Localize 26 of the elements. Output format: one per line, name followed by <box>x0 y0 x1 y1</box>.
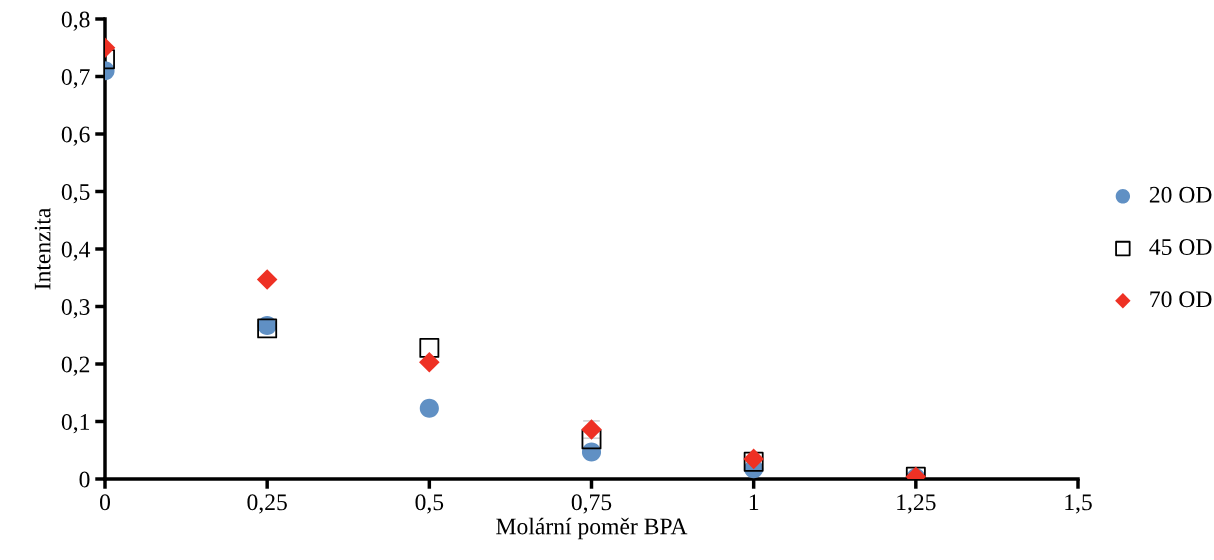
y-tick-label: 0,2 <box>61 356 90 376</box>
y-tick-label: 0,5 <box>61 183 90 204</box>
y-tick-label: 0,1 <box>61 413 89 434</box>
point <box>581 429 602 450</box>
point <box>256 269 278 290</box>
x-tick-label: 1,5 <box>1065 494 1092 514</box>
x-tick-label: 0 <box>100 494 110 511</box>
y-tick-label: 0,3 <box>61 298 90 319</box>
point <box>419 351 440 373</box>
x-tick-label: 1 <box>749 494 759 510</box>
y-tick-label: 0,7 <box>61 68 90 89</box>
legend-label: 20 OD <box>1149 186 1212 203</box>
y-tick-label: 0,4 <box>61 241 91 261</box>
y-axis-title: Intenzita <box>34 208 51 290</box>
y-tick-label: 0,8 <box>61 11 90 31</box>
point <box>419 337 440 358</box>
y-tick-label: 0 <box>79 471 90 488</box>
x-tick-label: 0,25 <box>247 494 287 514</box>
x-tick-label: 0,5 <box>415 494 444 514</box>
x-axis-title: Molární poměr BPA <box>496 517 688 540</box>
x-tick-label: 0,75 <box>571 494 612 514</box>
legend-label: 45 OD <box>1149 239 1212 255</box>
y-tick-label: 0,6 <box>61 126 90 146</box>
x-tick-label: 1,25 <box>897 494 936 514</box>
legend-label: 70 OD <box>1150 291 1212 308</box>
point <box>419 398 439 418</box>
